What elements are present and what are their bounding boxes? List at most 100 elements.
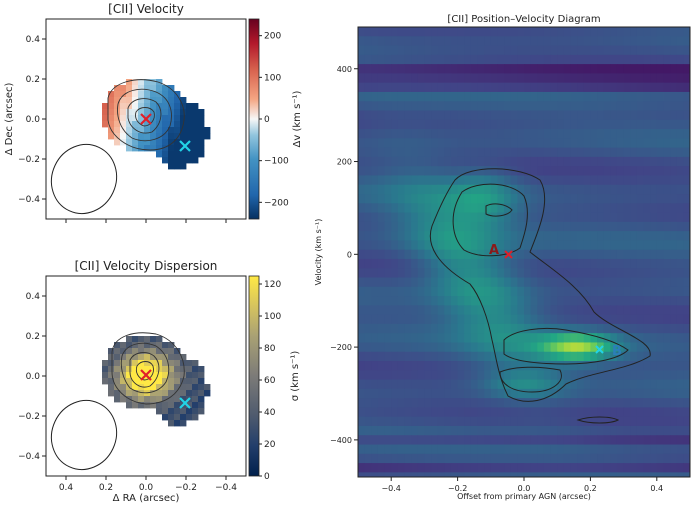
pv-cell <box>656 361 664 371</box>
pv-cell <box>663 212 671 223</box>
pv-cell <box>424 54 432 65</box>
pv-cell <box>444 258 452 269</box>
pv-cell <box>404 398 412 408</box>
pv-cell <box>557 203 565 214</box>
pv-cell <box>384 231 392 241</box>
pv-cell <box>364 249 372 260</box>
pv-cell <box>437 379 445 390</box>
pv-cell <box>543 175 552 186</box>
pv-cell <box>424 212 432 223</box>
pv-cell <box>417 194 425 204</box>
pv-cell <box>636 203 645 214</box>
pv-cell <box>583 129 591 139</box>
pv-cell <box>510 45 518 56</box>
pv-cell <box>377 36 386 47</box>
pv-cell <box>424 221 432 232</box>
pv-cell <box>517 351 525 362</box>
pv-cell <box>610 73 618 84</box>
pv-cell <box>397 184 405 195</box>
pv-cell <box>656 351 664 362</box>
pv-cell <box>517 388 525 399</box>
pv-cell <box>524 249 532 260</box>
pv-cell <box>683 305 690 316</box>
pv-cell <box>603 82 611 93</box>
map-pixel <box>102 378 109 385</box>
pv-cell <box>563 398 571 408</box>
map-pixel <box>198 372 205 379</box>
pv-cell <box>470 45 479 56</box>
pv-cell <box>616 407 625 418</box>
pv-cell <box>437 425 445 436</box>
pv-cell <box>577 119 585 130</box>
pv-cell <box>537 268 545 279</box>
pv-cell <box>610 388 618 399</box>
pv-cell <box>504 463 512 473</box>
map-pixel <box>132 360 139 367</box>
pv-cell <box>623 166 631 176</box>
pv-cell <box>597 36 605 47</box>
pv-cell <box>616 463 625 473</box>
pv-cell <box>570 240 578 251</box>
pv-cell <box>630 370 638 381</box>
pv-cell <box>417 166 425 176</box>
pv-cell <box>557 398 565 408</box>
pv-cell <box>450 221 459 232</box>
pv-cell <box>557 277 565 288</box>
pv-cell <box>537 407 545 418</box>
pv-cell <box>630 36 638 47</box>
pv-cell <box>663 119 671 130</box>
pv-cell <box>457 175 465 186</box>
pv-cell <box>610 175 618 186</box>
map-pixel <box>126 127 133 134</box>
pv-cell <box>590 166 598 176</box>
pv-cell <box>444 342 452 353</box>
pv-cell <box>583 463 591 473</box>
pv-cell <box>597 203 605 214</box>
map-pixel <box>162 354 169 361</box>
pv-cell <box>477 314 485 325</box>
pv-cell <box>577 416 585 427</box>
pv-cell <box>670 73 678 84</box>
map-pixel <box>144 139 151 146</box>
pv-cell <box>517 444 525 455</box>
pv-cell <box>424 425 432 436</box>
pv-cell <box>616 119 625 130</box>
pv-cell <box>411 138 419 149</box>
pv-cell <box>464 240 472 251</box>
pv-cell <box>464 64 472 74</box>
pv-cell <box>404 147 412 158</box>
map-pixel <box>108 366 115 373</box>
pv-cell <box>404 361 412 371</box>
map-pixel <box>144 127 151 134</box>
pv-cell <box>676 110 684 121</box>
pv-cell <box>504 129 512 139</box>
pv-cell <box>450 463 459 473</box>
pv-cell <box>470 398 479 408</box>
pv-cell <box>404 286 412 297</box>
pv-cell <box>358 175 366 186</box>
pv-cell <box>404 240 412 251</box>
pv-cell <box>570 370 578 381</box>
pv-cell <box>590 314 598 325</box>
pv-cell <box>437 323 445 334</box>
pv-cell <box>391 184 399 195</box>
map-pixel <box>192 414 199 421</box>
map-pixel <box>114 342 121 349</box>
pv-cell <box>391 203 399 214</box>
pv-cell <box>497 129 505 139</box>
pv-cell <box>656 342 664 353</box>
pv-cell <box>616 73 625 84</box>
pv-cell <box>490 166 498 176</box>
pv-cell <box>537 277 545 288</box>
y-tick-label: 0.0 <box>26 115 41 125</box>
pv-cell <box>477 398 485 408</box>
pv-cell <box>597 351 605 362</box>
pv-cell <box>550 231 558 241</box>
pv-cell <box>477 36 485 47</box>
pv-cell <box>663 305 671 316</box>
map-pixel <box>114 133 121 140</box>
pv-cell <box>597 73 605 84</box>
pv-cell <box>404 370 412 381</box>
pv-cell <box>616 425 625 436</box>
pv-cell <box>670 101 678 112</box>
